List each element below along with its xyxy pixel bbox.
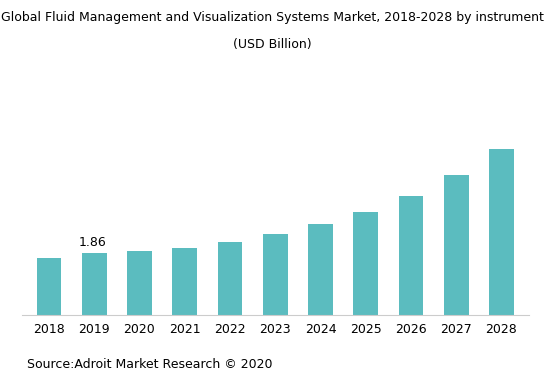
Text: Global Fluid Management and Visualization Systems Market, 2018-2028 by instrumen: Global Fluid Management and Visualizatio… bbox=[1, 11, 544, 24]
Text: (USD Billion): (USD Billion) bbox=[233, 38, 312, 51]
Bar bbox=[444, 175, 469, 315]
Bar bbox=[82, 253, 107, 315]
Bar bbox=[353, 212, 378, 315]
Bar bbox=[308, 224, 333, 315]
Text: 1.86: 1.86 bbox=[78, 236, 106, 249]
Bar bbox=[172, 247, 197, 315]
Text: Source:Adroit Market Research © 2020: Source:Adroit Market Research © 2020 bbox=[27, 359, 272, 371]
Bar bbox=[37, 258, 62, 315]
Bar bbox=[398, 196, 423, 315]
Bar bbox=[263, 234, 288, 315]
Bar bbox=[489, 149, 514, 315]
Bar bbox=[217, 242, 243, 315]
Bar bbox=[127, 251, 152, 315]
